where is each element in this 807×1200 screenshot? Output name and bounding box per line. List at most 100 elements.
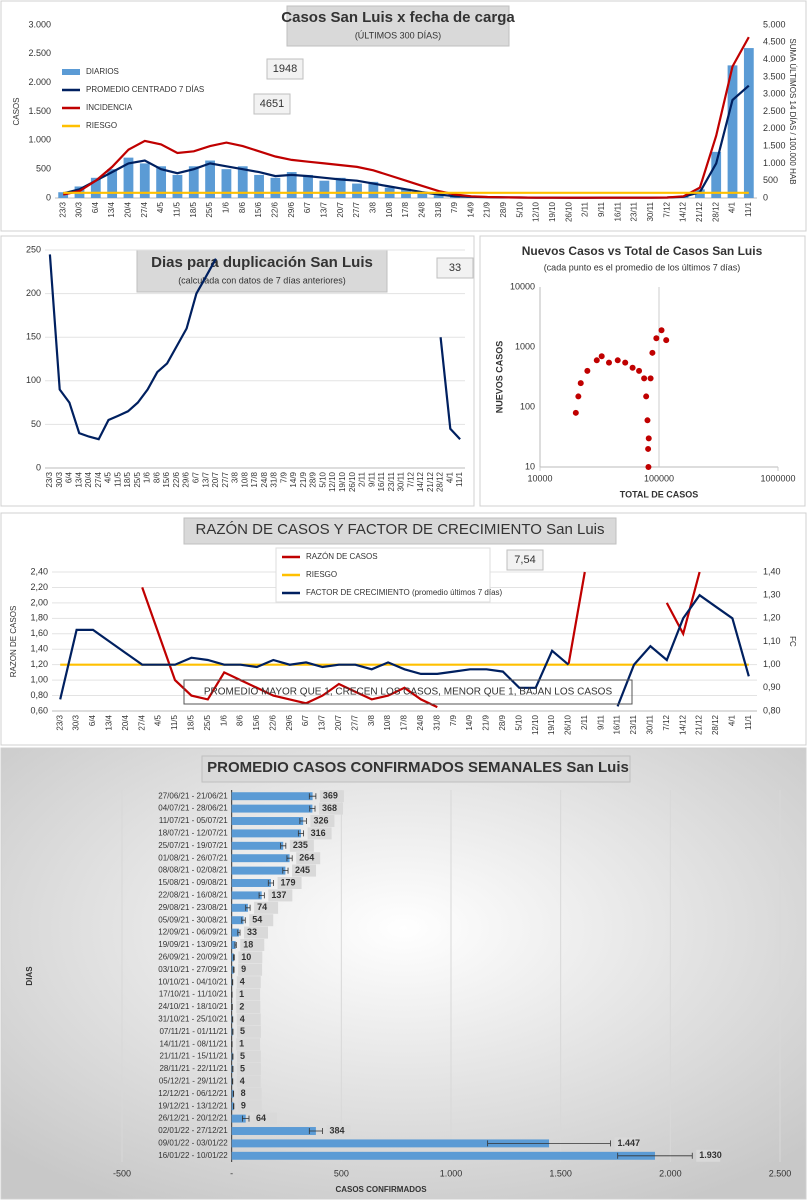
annotation-box (253, 93, 291, 115)
value-label-box (319, 802, 344, 815)
value-label: 4 (240, 977, 245, 987)
x-tick-label: 12/10 (532, 201, 541, 222)
x-tick-label: 16/11 (613, 714, 622, 734)
y-tick-label: 250 (26, 244, 41, 254)
x-tick-label: 1/6 (143, 471, 152, 483)
bar (231, 1151, 655, 1160)
value-label: 1.447 (617, 1138, 640, 1148)
x-tick-label: 29/6 (285, 714, 294, 730)
error-bar (282, 867, 289, 874)
x-tick-label: 13/4 (104, 714, 113, 730)
x-tick-label: 11/1 (455, 471, 464, 487)
x-tick-label: 7/9 (279, 471, 288, 483)
bar (231, 817, 304, 825)
x-tick-label: -500 (113, 1168, 131, 1178)
error-bar (280, 842, 287, 849)
x-tick-label: 13/4 (74, 471, 83, 487)
x-tick-label: 7/12 (662, 714, 671, 730)
y-tick-label: 18/07/21 - 12/07/21 (158, 829, 228, 838)
y-tick-label: 100 (26, 375, 41, 385)
value-label-box (236, 1001, 261, 1013)
legend-box (275, 547, 491, 603)
x-tick-label: 4/5 (156, 201, 165, 213)
value-label: 5 (240, 1063, 245, 1073)
bar (254, 174, 264, 198)
y-tick-label: 1000 (515, 341, 535, 351)
bar (90, 177, 101, 198)
x-tick-label: 6/7 (301, 714, 310, 726)
bar (231, 879, 271, 887)
x-tick-label: 30/3 (72, 714, 81, 730)
bar (352, 183, 362, 198)
y-tick-label: 10 (525, 461, 535, 471)
axis-label: RAZON DE CASOS (9, 606, 18, 678)
error-bar (308, 793, 317, 800)
error-bar (233, 954, 235, 961)
x-tick-label: 30/11 (646, 714, 655, 734)
x-tick-label: 27/4 (137, 714, 146, 730)
y-tick-label: 14/11/21 - 08/11/21 (159, 1039, 228, 1048)
value-label-box (614, 1137, 639, 1150)
y-tick-label: 500 (763, 175, 778, 185)
value-label-box (236, 1038, 261, 1051)
panel (0, 747, 807, 1200)
point (577, 380, 584, 387)
point (636, 367, 643, 374)
bar (231, 1127, 316, 1135)
y-tick-label: 2,40 (30, 566, 48, 576)
bar (231, 916, 244, 925)
x-tick-label: 10/8 (240, 471, 249, 487)
y-tick-label: 1,40 (763, 566, 781, 576)
point (645, 464, 652, 470)
x-tick-label: 7/12 (662, 201, 671, 217)
value-label: 4 (240, 1076, 245, 1086)
y-tick-label: 1,80 (30, 613, 48, 623)
point (658, 327, 665, 334)
x-tick-label: 5/10 (515, 201, 524, 217)
x-tick-label: 6/7 (192, 471, 201, 483)
value-label-box (310, 815, 335, 827)
value-label: 18 (243, 939, 253, 949)
y-tick-label: 12/09/21 - 06/09/21 (158, 928, 228, 937)
y-tick-label: 1.000 (763, 158, 786, 168)
x-tick-label: 19/10 (548, 201, 557, 222)
y-tick-label: 1.000 (28, 135, 51, 145)
x-tick-label: 5/10 (318, 471, 327, 487)
value-label-box (292, 864, 317, 877)
y-tick-label: 2.500 (28, 48, 51, 58)
y-tick-label: 11/07/21 - 05/07/21 (159, 816, 228, 825)
error-bar (299, 818, 307, 824)
y-tick-label: 3.500 (763, 71, 786, 81)
value-label: 2 (239, 1001, 244, 1011)
x-tick-label: 25/5 (203, 714, 212, 730)
x-tick-label: 23/11 (629, 714, 638, 734)
value-label: 9 (241, 1101, 246, 1111)
value-label-box (236, 976, 261, 989)
x-tick-label: 30/11 (397, 471, 406, 491)
y-tick-label: 150 (26, 332, 41, 342)
value-label-box (289, 839, 314, 852)
point (584, 367, 591, 374)
x-tick-label: 11/5 (113, 471, 122, 487)
axis-label: DIAS (25, 966, 34, 986)
bar (286, 172, 297, 198)
bar (368, 181, 379, 198)
x-tick-label: 20/4 (121, 714, 130, 730)
x-tick-label: 11/5 (170, 714, 179, 730)
legend-label: RIESGO (306, 570, 337, 579)
x-tick-label: 25/5 (133, 471, 142, 487)
y-tick-label: 25/07/21 - 19/07/21 (158, 841, 228, 850)
x-tick-label: 2/11 (581, 201, 590, 217)
x-tick-label: 14/12 (416, 471, 425, 492)
value-label-box (296, 852, 321, 865)
value-label-box (307, 827, 332, 840)
bar (231, 1139, 550, 1148)
value-label-box (236, 1063, 261, 1075)
y-tick-label: 31/10/21 - 25/10/21 (158, 1015, 228, 1024)
bar (727, 65, 738, 198)
x-tick-label: 5/10 (514, 714, 523, 730)
x-tick-label: 7/12 (406, 471, 415, 487)
value-label-box (268, 889, 293, 902)
x-tick-label: 23/3 (58, 201, 67, 217)
